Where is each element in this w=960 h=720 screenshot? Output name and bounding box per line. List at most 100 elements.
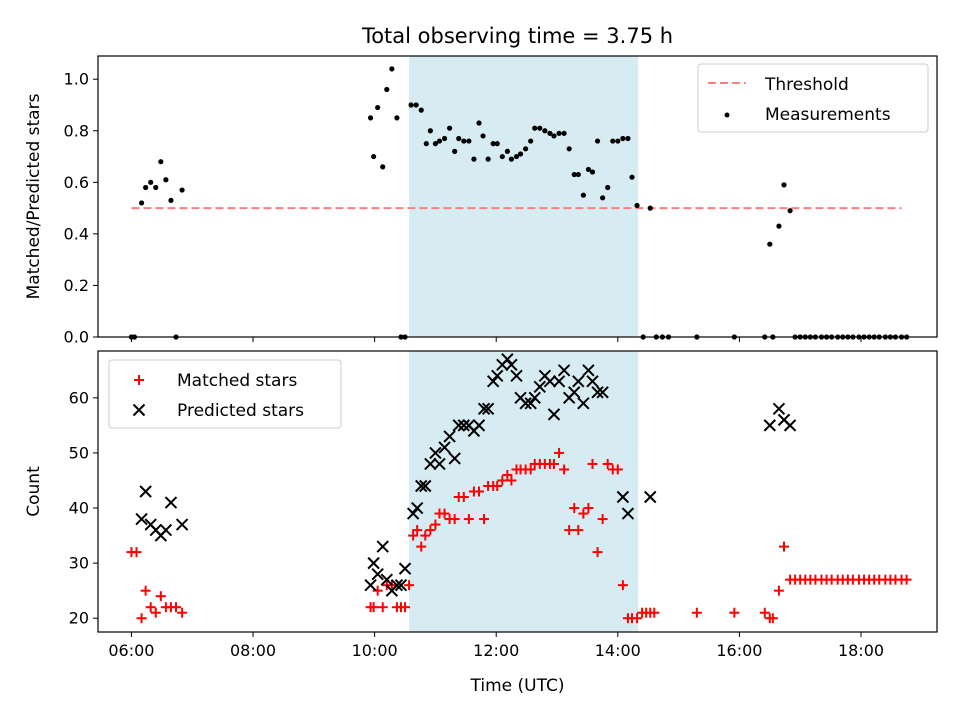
marker-stroke [398,562,412,575]
predicted-star-point [763,419,777,432]
bottom-x-tick-label: 12:00 [473,641,519,660]
bottom-x-tick-label: 10:00 [352,641,398,660]
marker-stroke [175,518,189,531]
predicted-star-point [367,556,380,570]
measurement-point [471,156,477,162]
matched-star-point [177,607,188,618]
matched-star-point [377,602,388,613]
bottom-x-axis: 06:00 08:00 10:00 12:00 14:00 16:00 18:00 [108,632,884,660]
matched-star-point [479,514,490,525]
matched-star-point [412,525,423,536]
measurement-point [615,138,621,144]
marker-stroke [443,430,456,443]
top-y-axis-label: Matched/Predicted stars [24,93,44,299]
legend-measurements-swatch [724,112,730,118]
predicted-star-point [410,501,424,515]
predicted-star-point [175,518,189,531]
measurement-point [466,138,472,144]
marker-stroke [501,353,514,366]
bottom-y-tick-label: 20 [69,609,89,628]
bottom-legend: Matched stars Predicted stars [108,359,342,429]
marker-stroke [577,397,590,410]
measurement-point [620,135,626,142]
marker-stroke [132,403,146,417]
predicted-star-point [557,364,571,377]
matched-star-point [554,447,565,458]
measurement-point [575,171,581,178]
matched-star-point [408,530,419,541]
measurement-point [494,141,500,147]
marker-stroke [390,578,404,592]
predicted-star-point [501,353,514,366]
legend-predicted-label: Predicted stars [177,401,304,421]
measurement-point [452,148,458,154]
marker-stroke [491,369,504,383]
matched-stars-series [126,447,912,624]
top-legend-box [697,63,929,133]
marker-stroke [135,512,148,526]
predicted-star-point [519,397,532,410]
matched-star-point [425,525,436,536]
marker-stroke [139,485,152,498]
measurement-point [367,115,374,121]
legend-measurements-label: Measurements [765,105,891,125]
top-y-tick-label: 0.6 [64,173,89,192]
matched-star-point [492,480,503,491]
marker-stroke [533,380,546,394]
matched-star-point [136,613,147,624]
matched-star-point [145,602,156,613]
predicted-star-point [164,496,178,509]
marker-stroke [586,375,599,388]
predicted-star-point [586,375,599,388]
measurement-point [528,138,534,144]
marker-stroke [524,397,537,410]
marker-stroke [621,507,635,520]
measurement-point [143,184,149,191]
predicted-star-point [452,419,465,432]
matched-star-point [449,514,460,525]
measurement-point [148,179,154,185]
marker-stroke [505,358,518,371]
measurement-point [441,135,448,142]
marker-stroke [448,452,461,465]
measurement-point [561,130,567,136]
marker-stroke [364,578,377,592]
matched-star-point [597,514,608,525]
legend-predicted-marker [132,403,146,417]
marker-stroke [591,386,604,399]
measurement-point [605,184,611,191]
measurement-point [436,138,443,144]
measurement-point [787,208,793,214]
top-y-tick-label: 0.4 [64,224,89,243]
bottom-plot-frame [97,350,938,633]
matched-star-point [416,541,427,552]
measurement-point [380,164,386,170]
measurement-point [523,146,529,152]
matched-star-point [778,541,789,552]
marker-stroke [410,501,424,515]
marker-stroke [367,556,380,570]
bottom-y-tick-label: 60 [69,388,89,407]
measurement-point [625,135,631,142]
predicted-star-point [621,507,635,520]
measurement-point [158,159,164,165]
marker-stroke [457,419,471,432]
marker-stroke [429,446,442,460]
matched-star-point [430,519,441,530]
matched-star-point [463,514,474,525]
predicted-star-point [415,479,428,493]
marker-stroke [644,490,657,504]
predicted-star-point [572,375,585,388]
predicted-star-point [398,562,412,575]
measurement-point [776,223,782,229]
matched-star-point [564,525,575,536]
legend-threshold-label: Threshold [764,75,849,95]
matched-star-point [171,602,182,613]
matched-star-point [473,486,484,497]
measurement-point [508,156,515,162]
marker-stroke [477,402,491,416]
x-axis-label: Time (UTC) [470,676,565,696]
predicted-star-point [552,375,566,388]
measurement-point [447,125,453,131]
marker-stroke [528,391,541,405]
